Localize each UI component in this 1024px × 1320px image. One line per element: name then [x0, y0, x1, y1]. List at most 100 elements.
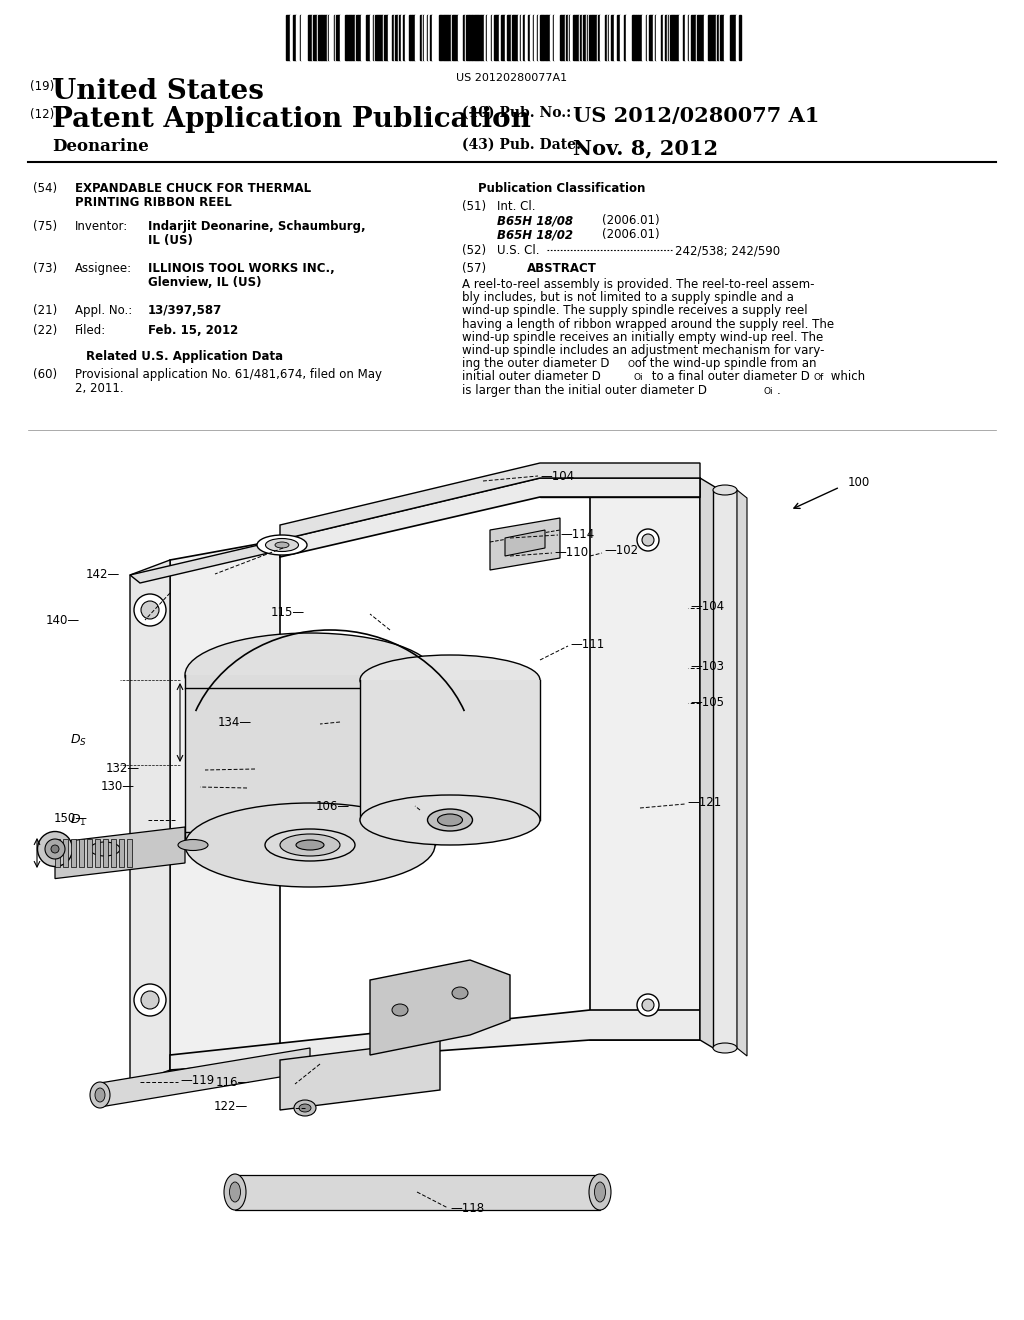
Ellipse shape	[90, 842, 120, 855]
Bar	[487, 15, 489, 59]
Ellipse shape	[452, 987, 468, 999]
Text: Provisional application No. 61/481,674, filed on May: Provisional application No. 61/481,674, …	[75, 368, 382, 381]
Bar	[700, 15, 703, 59]
Bar	[331, 15, 334, 59]
Bar	[384, 15, 387, 59]
Polygon shape	[63, 840, 68, 867]
Bar	[455, 15, 458, 59]
Text: 142—: 142—	[86, 568, 120, 581]
Bar	[617, 15, 620, 59]
Bar	[297, 15, 299, 59]
Bar	[418, 15, 420, 59]
Ellipse shape	[642, 535, 654, 546]
Bar	[0, 420, 1024, 1300]
Bar	[691, 15, 694, 59]
Text: —110: —110	[554, 546, 588, 560]
Bar	[463, 15, 465, 59]
Text: wind-up spindle includes an adjustment mechanism for vary-: wind-up spindle includes an adjustment m…	[462, 345, 824, 356]
Bar	[658, 15, 662, 59]
Text: of the wind-up spindle from an: of the wind-up spindle from an	[631, 358, 816, 370]
Polygon shape	[737, 490, 746, 1056]
Bar	[620, 15, 622, 59]
Bar	[653, 15, 655, 59]
Ellipse shape	[141, 991, 159, 1008]
Bar	[499, 15, 501, 59]
Text: to a final outer diameter D: to a final outer diameter D	[648, 371, 810, 383]
Bar	[566, 15, 568, 59]
Text: $D_1$: $D_1$	[70, 812, 86, 828]
Text: $D_S$: $D_S$	[70, 733, 87, 747]
Text: wind-up spindle. The supply spindle receives a supply reel: wind-up spindle. The supply spindle rece…	[462, 305, 808, 317]
Text: (22): (22)	[33, 323, 57, 337]
Text: —114: —114	[560, 528, 594, 541]
Text: —111: —111	[570, 638, 604, 651]
Polygon shape	[79, 840, 84, 867]
Text: U.S. Cl.: U.S. Cl.	[497, 244, 540, 257]
Bar	[313, 15, 315, 59]
Text: which: which	[827, 371, 865, 383]
Bar	[437, 15, 439, 59]
Bar	[392, 15, 394, 59]
Text: 242/538; 242/590: 242/538; 242/590	[675, 244, 780, 257]
Ellipse shape	[95, 1088, 105, 1102]
Bar	[736, 15, 738, 59]
Bar	[432, 15, 434, 59]
Bar	[526, 15, 528, 59]
Text: (57): (57)	[462, 261, 486, 275]
Bar	[318, 15, 321, 59]
Text: 13/397,587: 13/397,587	[148, 304, 222, 317]
Bar	[286, 15, 289, 59]
Bar	[481, 15, 484, 59]
Bar	[614, 15, 617, 59]
Text: Appl. No.:: Appl. No.:	[75, 304, 132, 317]
Ellipse shape	[642, 999, 654, 1011]
Ellipse shape	[134, 594, 166, 626]
Bar	[341, 15, 343, 59]
Bar	[406, 15, 407, 59]
Text: Indarjit Deonarine, Schaumburg,: Indarjit Deonarine, Schaumburg,	[148, 220, 366, 234]
Polygon shape	[127, 840, 132, 867]
Bar	[656, 15, 658, 59]
Bar	[557, 15, 559, 59]
Bar	[710, 15, 713, 59]
Polygon shape	[505, 531, 545, 556]
Text: —118: —118	[450, 1201, 484, 1214]
Ellipse shape	[265, 539, 299, 552]
Text: 116—: 116—	[216, 1076, 250, 1089]
Bar	[496, 15, 499, 59]
Ellipse shape	[257, 535, 307, 554]
Ellipse shape	[713, 484, 737, 495]
Bar	[561, 15, 564, 59]
Text: (10) Pub. No.:: (10) Pub. No.:	[462, 106, 571, 120]
Bar	[677, 15, 679, 59]
Text: Glenview, IL (US): Glenview, IL (US)	[148, 276, 261, 289]
Polygon shape	[540, 478, 700, 498]
Bar	[459, 15, 461, 59]
Bar	[395, 15, 397, 59]
Text: B65H 18/02: B65H 18/02	[497, 228, 573, 242]
Text: (12): (12)	[30, 108, 54, 121]
Bar	[478, 15, 481, 59]
Bar	[622, 15, 624, 59]
Ellipse shape	[360, 655, 540, 705]
Text: Oi: Oi	[634, 374, 644, 383]
Ellipse shape	[45, 840, 65, 859]
Text: ILLINOIS TOOL WORKS INC.,: ILLINOIS TOOL WORKS INC.,	[148, 261, 335, 275]
Polygon shape	[71, 840, 76, 867]
Bar	[679, 15, 682, 59]
Bar	[697, 15, 700, 59]
Bar	[329, 15, 331, 59]
Bar	[412, 15, 414, 59]
Ellipse shape	[185, 634, 435, 717]
Text: wind-up spindle receives an initially empty wind-up reel. The: wind-up spindle receives an initially em…	[462, 331, 823, 343]
Bar	[501, 15, 503, 59]
Text: 100: 100	[848, 475, 870, 488]
Bar	[644, 15, 646, 59]
Bar	[435, 15, 437, 59]
Bar	[629, 15, 631, 59]
Text: Filed:: Filed:	[75, 323, 106, 337]
Ellipse shape	[589, 1173, 611, 1210]
Text: —104: —104	[540, 470, 574, 483]
Text: United States: United States	[52, 78, 264, 106]
Polygon shape	[103, 840, 108, 867]
